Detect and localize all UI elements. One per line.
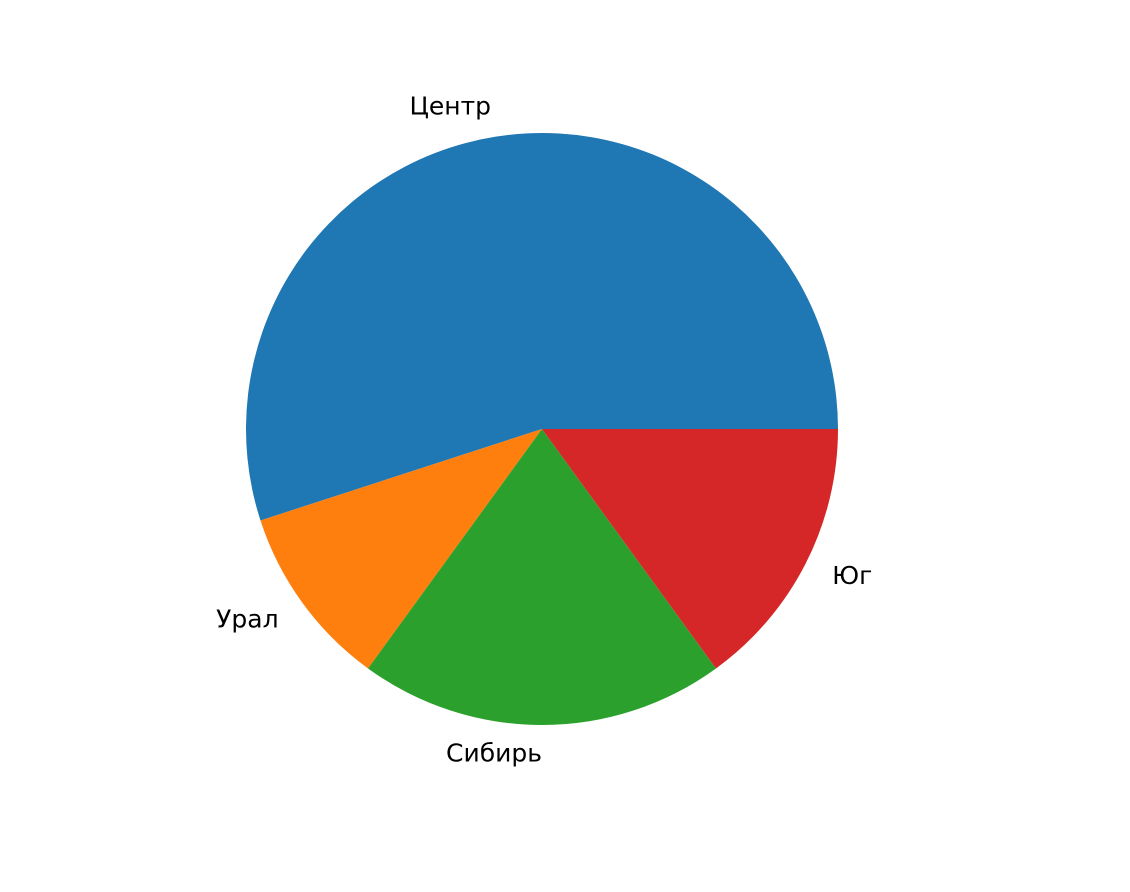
- pie-label-0: Центр: [409, 91, 491, 120]
- pie-slice-0: [245, 133, 838, 521]
- pie-labels: Центр Урал Сибирь Юг: [216, 91, 872, 767]
- pie-slice-2: [368, 429, 716, 726]
- pie-slice-3: [542, 429, 838, 669]
- pie-label-1: Урал: [216, 604, 278, 633]
- pie-slices: [245, 133, 838, 726]
- pie-label-2: Сибирь: [446, 739, 542, 768]
- pie-label-3: Юг: [832, 561, 872, 590]
- pie-slice-1: [260, 429, 542, 669]
